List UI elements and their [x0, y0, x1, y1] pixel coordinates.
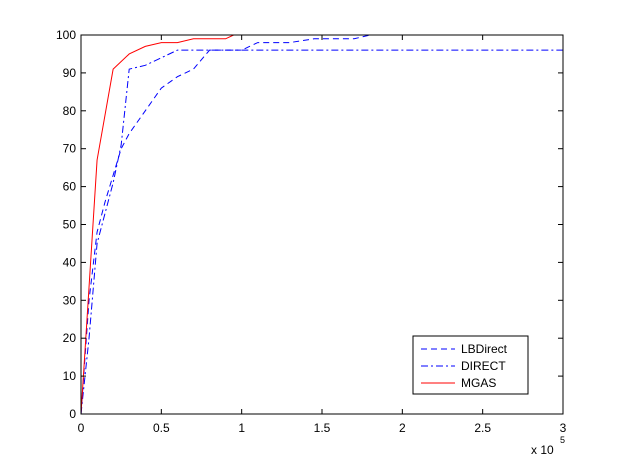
series-line-direct	[81, 49, 563, 414]
x-tick-label: 1	[238, 421, 245, 435]
y-tick-label: 50	[63, 218, 77, 232]
y-tick-label: 30	[63, 293, 77, 307]
y-tick-label: 60	[63, 180, 77, 194]
legend-label-mgas: MGAS	[461, 376, 496, 390]
x-tick-label: 0	[78, 421, 85, 435]
y-tick-label: 100	[56, 28, 76, 42]
legend-box	[412, 335, 529, 395]
x-tick-label: 3	[560, 421, 567, 435]
y-tick-label: 20	[63, 331, 77, 345]
x-axis-multiplier-exponent: 5	[560, 435, 565, 445]
y-tick-label: 10	[63, 369, 77, 383]
x-axis-multiplier-base: x 10	[531, 443, 554, 457]
x-tick-label: 1.5	[314, 421, 331, 435]
y-tick-label: 0	[69, 407, 76, 421]
y-tick-label: 70	[63, 142, 77, 156]
x-tick-label: 2	[399, 421, 406, 435]
series-line-mgas	[81, 35, 563, 414]
legend: LBDirect DIRECT MGAS	[412, 335, 529, 395]
x-tick-label: 0.5	[153, 421, 170, 435]
x-tick-label: 2.5	[474, 421, 491, 435]
y-tick-label: 40	[63, 255, 77, 269]
series-line-lbdirect	[81, 35, 563, 414]
y-tick-label: 80	[63, 104, 77, 118]
y-tick-label: 90	[63, 66, 77, 80]
legend-label-direct: DIRECT	[461, 359, 506, 373]
legend-label-lbdirect: LBDirect	[461, 342, 508, 356]
